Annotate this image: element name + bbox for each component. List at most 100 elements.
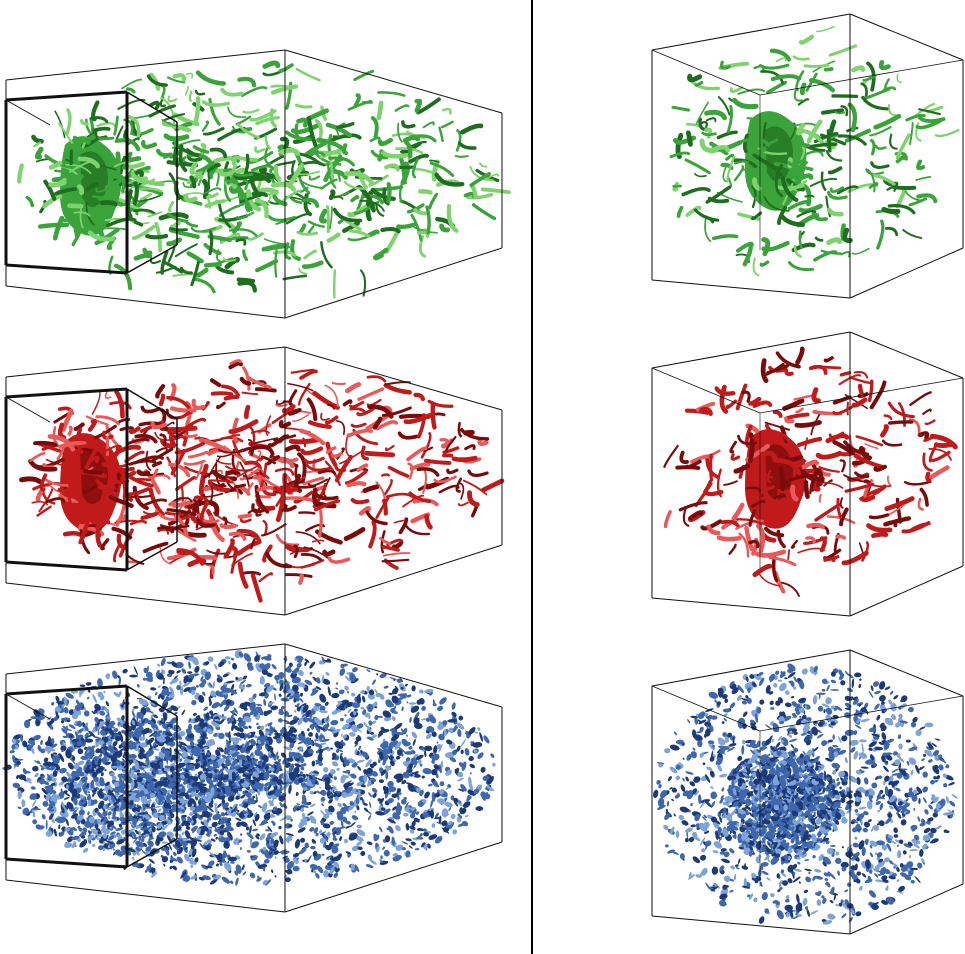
vortex-tube xyxy=(410,213,423,242)
vortex-tube xyxy=(319,208,328,224)
vortex-tube xyxy=(391,541,403,551)
vortex-tube xyxy=(114,161,132,168)
vortex-tube xyxy=(466,192,494,200)
vortex-fragment xyxy=(299,692,303,697)
vortex-tube xyxy=(272,194,288,207)
vortex-tube xyxy=(322,549,336,557)
box-edge xyxy=(849,13,964,61)
vortex-fragment xyxy=(410,841,416,846)
vortex-tube xyxy=(31,134,44,144)
vortex-tube xyxy=(408,153,429,164)
vortex-tube xyxy=(237,280,257,293)
vortex-fragment xyxy=(32,765,39,772)
vortex-fragment xyxy=(239,702,248,710)
vortex-tube xyxy=(113,115,119,136)
vortex-fragment xyxy=(242,871,247,876)
vortex-tube xyxy=(460,123,484,135)
vortex-fragment xyxy=(105,673,111,679)
vortex-tube xyxy=(178,144,188,173)
vortex-fragment xyxy=(346,691,350,694)
vortex-tube xyxy=(835,534,847,540)
vortex-tube xyxy=(374,247,389,258)
vortex-tube xyxy=(469,171,491,187)
vortex-tube xyxy=(100,538,110,551)
vortex-tube xyxy=(207,162,221,173)
vortex-tube xyxy=(147,211,163,218)
vortex-tube xyxy=(146,74,168,87)
vortex-tube xyxy=(326,205,330,234)
inner-frame-edge xyxy=(5,396,51,423)
box-edge xyxy=(5,582,286,616)
vortex-tube xyxy=(54,187,77,196)
vortex-fragment xyxy=(462,801,471,808)
vortex-tube xyxy=(51,174,84,183)
vortex-tube xyxy=(766,80,788,95)
vortex-tube xyxy=(295,67,321,82)
vortex-fragment xyxy=(241,864,245,871)
vortex-tube xyxy=(48,180,67,188)
vortex-tube xyxy=(804,437,809,450)
vortex-fragment xyxy=(458,715,464,721)
vortex-tube xyxy=(895,154,907,164)
vortex-tube xyxy=(275,219,288,225)
vortex-fragment xyxy=(215,863,219,867)
vortex-tube xyxy=(213,156,237,163)
vortex-fragment xyxy=(408,845,413,849)
vortex-tube xyxy=(29,452,46,462)
vortex-tube xyxy=(77,184,85,196)
vortex-tube xyxy=(209,378,222,388)
vortex-tube xyxy=(878,59,891,71)
vortex-fragment xyxy=(308,732,313,737)
vortex-fragment xyxy=(369,801,372,809)
vortex-tube xyxy=(796,140,811,148)
vortex-tube xyxy=(297,173,311,195)
vortex-fragment xyxy=(490,753,495,758)
vortex-tube xyxy=(117,200,128,207)
vortex-fragment xyxy=(276,680,279,684)
vortex-tube xyxy=(298,223,307,235)
vortex-tube xyxy=(235,238,247,246)
vortex-tube xyxy=(404,140,413,159)
vortex-tube xyxy=(876,219,885,250)
vortex-fragment xyxy=(361,695,366,703)
vortex-tube xyxy=(300,446,324,456)
vortex-tube xyxy=(220,87,244,97)
box-edge xyxy=(759,377,964,414)
vortex-tube xyxy=(477,438,489,447)
vortex-tube xyxy=(918,116,946,124)
vortex-tube xyxy=(195,70,226,86)
vortex-tube xyxy=(905,113,926,122)
vortex-tube xyxy=(457,501,469,507)
vortex-tube xyxy=(318,509,323,538)
vortex-tube xyxy=(161,118,179,127)
vortex-tube xyxy=(428,192,439,210)
vortex-tube xyxy=(156,148,173,158)
vortex-tube xyxy=(368,174,389,187)
vortex-tube xyxy=(71,227,83,247)
vortex-fragment xyxy=(470,772,472,775)
vortex-fragment xyxy=(333,872,339,878)
vortex-tube xyxy=(377,137,393,147)
vortex-fragment xyxy=(79,684,86,687)
vortex-tube xyxy=(788,261,815,272)
vortex-tube xyxy=(67,212,80,239)
box-edge xyxy=(849,331,964,379)
vortex-fragment xyxy=(74,806,79,810)
vortex-tube xyxy=(362,484,380,494)
vortex-tube xyxy=(904,190,922,202)
vortex-tube xyxy=(825,150,843,162)
vortex-fragment xyxy=(366,669,371,673)
box-edge xyxy=(284,49,503,114)
vortex-fragment xyxy=(176,670,181,674)
vortex-fragment xyxy=(375,811,385,816)
vortex-fragment xyxy=(339,836,342,841)
vortex-fragment xyxy=(408,746,413,750)
vortex-tube xyxy=(799,82,807,96)
vortex-tube xyxy=(201,100,230,107)
vortex-tube xyxy=(204,187,222,195)
vortex-fragment xyxy=(403,812,409,817)
vortex-tube xyxy=(43,179,57,201)
vortex-tube xyxy=(772,410,783,419)
vortex-tube xyxy=(202,127,225,136)
vortex-fragment xyxy=(249,825,252,834)
